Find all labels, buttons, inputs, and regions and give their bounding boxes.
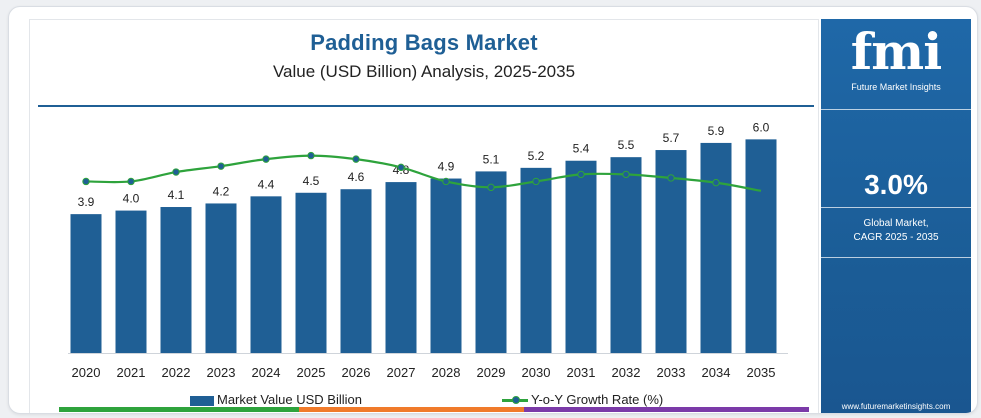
fmi-logo-mark: fmi xyxy=(850,22,942,81)
info-sidebar: fmi Future Market Insights 3.0% Global M… xyxy=(821,19,971,413)
growth-point-2029 xyxy=(487,183,495,192)
x-tick-2032: 2032 xyxy=(612,365,641,380)
growth-point-2028 xyxy=(442,177,450,186)
title-divider xyxy=(38,105,814,107)
x-tick-2021: 2021 xyxy=(117,365,146,380)
bar-2025 xyxy=(295,192,327,353)
bar-2022 xyxy=(160,207,192,353)
bar-2026 xyxy=(340,189,372,353)
sidebar-divider-bottom xyxy=(821,257,971,258)
growth-point-2020 xyxy=(82,177,90,186)
website-url: www.futuremarketinsights.com xyxy=(841,402,951,411)
bar-2020 xyxy=(70,214,102,353)
growth-rate-line xyxy=(85,154,762,192)
chart-panel: Padding Bags Market Value (USD Billion) … xyxy=(29,19,819,413)
growth-point-2025 xyxy=(307,151,315,160)
growth-point-2031 xyxy=(577,170,585,179)
bar-label-2022: 4.1 xyxy=(168,188,185,202)
growth-point-2034 xyxy=(712,178,720,187)
chart-card: Padding Bags Market Value (USD Billion) … xyxy=(8,6,978,414)
growth-point-2027 xyxy=(397,163,405,172)
growth-point-2024 xyxy=(262,155,270,163)
bar-2028 xyxy=(430,178,462,353)
x-tick-2024: 2024 xyxy=(252,365,281,380)
bar-2027 xyxy=(385,182,417,353)
brand-logo: fmi Future Market Insights xyxy=(821,19,971,105)
x-tick-2028: 2028 xyxy=(432,365,461,380)
legend-line-swatch xyxy=(502,396,528,405)
growth-point-2026 xyxy=(352,155,360,163)
bar-label-2026: 4.6 xyxy=(348,170,365,184)
bar-2034 xyxy=(700,142,732,353)
bar-label-2020: 3.9 xyxy=(78,195,95,209)
bar-label-2025: 4.5 xyxy=(303,174,320,188)
x-tick-2020: 2020 xyxy=(72,365,101,380)
bar-2031 xyxy=(565,160,597,353)
bar-2029 xyxy=(475,171,507,353)
sidebar-divider-mid xyxy=(821,207,971,208)
legend-label-market-value: Market Value USD Billion xyxy=(217,392,362,407)
x-tick-2035: 2035 xyxy=(747,365,776,380)
x-tick-2034: 2034 xyxy=(702,365,731,380)
x-tick-2029: 2029 xyxy=(477,365,506,380)
x-tick-2025: 2025 xyxy=(297,365,326,380)
bar-label-2030: 5.2 xyxy=(528,149,545,163)
x-tick-2033: 2033 xyxy=(657,365,686,380)
growth-point-2022 xyxy=(172,168,180,176)
bar-label-2029: 5.1 xyxy=(483,152,500,166)
bar-2023 xyxy=(205,203,237,353)
sidebar-divider-top xyxy=(821,109,971,110)
chart-plot: 3.9 2020 4.0 2021 4.1 2022 4.2 2023 4.4 2024 4.5 20… xyxy=(68,120,788,380)
footer-color-bar xyxy=(59,407,809,412)
bar-2033 xyxy=(655,150,687,353)
x-tick-2030: 2030 xyxy=(522,365,551,380)
bar-label-2021: 4.0 xyxy=(123,192,140,206)
cagr-label-line2: CAGR 2025 - 2035 xyxy=(853,232,939,243)
growth-point-2023 xyxy=(217,162,225,170)
chart-subtitle: Value (USD Billion) Analysis, 2025-2035 xyxy=(272,62,576,81)
brand-name: Future Market Insights xyxy=(851,82,941,92)
bar-label-2024: 4.4 xyxy=(258,177,275,191)
growth-point-2030 xyxy=(532,177,540,186)
cagr-label-line1: Global Market, xyxy=(863,218,929,229)
bar-2032 xyxy=(610,157,642,353)
cagr-label: Global Market, CAGR 2025 - 2035 xyxy=(821,217,971,245)
bar-label-2023: 4.2 xyxy=(213,184,230,198)
legend-bar-swatch xyxy=(190,395,214,406)
chart-title: Padding Bags Market xyxy=(310,30,538,55)
growth-point-2021 xyxy=(127,177,135,186)
bar-2024 xyxy=(250,196,282,353)
growth-point-2033 xyxy=(667,174,675,182)
cagr-value: 3.0% xyxy=(864,169,928,200)
bar-label-2031: 5.4 xyxy=(573,142,590,156)
x-tick-2027: 2027 xyxy=(387,365,416,380)
x-tick-2026: 2026 xyxy=(342,365,371,380)
chart-legend: Market Value USD Billion Y-o-Y Growth Ra… xyxy=(30,391,818,411)
bar-label-2033: 5.7 xyxy=(663,131,680,145)
legend-label-growth-rate: Y-o-Y Growth Rate (%) xyxy=(531,392,664,407)
bar-2021 xyxy=(115,210,147,353)
x-tick-2031: 2031 xyxy=(567,365,596,380)
growth-point-2032 xyxy=(622,170,630,179)
legend-item-market-value: Market Value USD Billion xyxy=(190,391,362,409)
x-tick-2023: 2023 xyxy=(207,365,236,380)
bar-label-2035: 6.0 xyxy=(753,120,770,134)
bar-label-2032: 5.5 xyxy=(618,138,635,152)
x-tick-2022: 2022 xyxy=(162,365,191,380)
bar-2030 xyxy=(520,167,552,353)
legend-item-growth-rate: Y-o-Y Growth Rate (%) xyxy=(502,391,663,409)
bar-label-2034: 5.9 xyxy=(708,124,725,138)
bar-label-2028: 4.9 xyxy=(438,160,455,174)
bar-2035 xyxy=(745,139,777,353)
